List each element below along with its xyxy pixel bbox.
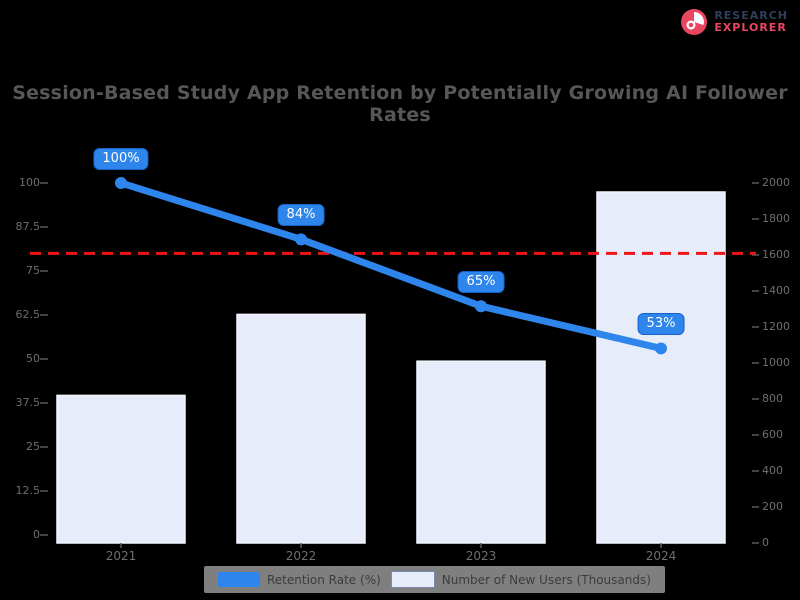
left-axis-tick: 87.5 <box>15 220 41 233</box>
left-axis-tick: 75 <box>26 264 40 277</box>
brand-name-line1: RESEARCH <box>714 9 788 23</box>
chart-title: Session-Based Study App Retention by Pot… <box>12 82 788 126</box>
left-axis-tick: 37.5 <box>15 396 41 409</box>
point-label-2022: 84% <box>277 204 325 227</box>
data-point-2023 <box>475 300 487 313</box>
right-axis-tick: 2000 <box>762 176 790 189</box>
x-axis-label-2021: 2021 <box>105 549 137 563</box>
right-axis-tick: 1600 <box>762 248 790 261</box>
bar-2021 <box>56 394 186 544</box>
legend: Retention Rate (%) Number of New Users (… <box>204 566 665 593</box>
right-axis-tick: 1400 <box>762 284 790 297</box>
x-axis-label-2022: 2022 <box>285 549 317 563</box>
retention-line <box>117 179 665 352</box>
right-axis-tick: 400 <box>762 464 783 477</box>
left-axis-tick: 25 <box>26 440 40 453</box>
right-axis-tick: 1800 <box>762 212 790 225</box>
right-axis-tick: 0 <box>762 536 769 549</box>
left-axis-tick: 62.5 <box>15 308 41 321</box>
left-axis-tick: 100 <box>19 176 40 189</box>
data-point-2024 <box>655 342 667 355</box>
brand-logo: RESEARCH EXPLORER <box>680 8 788 36</box>
legend-label-bar: Number of New Users (Thousands) <box>441 572 651 587</box>
bar-2022 <box>236 313 366 544</box>
right-axis-tick: 600 <box>762 428 783 441</box>
pie-chart-icon <box>680 8 708 36</box>
left-axis-tick: 0 <box>33 528 40 541</box>
right-axis-tick: 1200 <box>762 320 790 333</box>
legend-label-line: Retention Rate (%) <box>267 572 381 587</box>
x-axis-label-2023: 2023 <box>465 549 497 563</box>
brand-name-line2: EXPLORER <box>714 21 787 34</box>
data-point-2022 <box>295 233 307 246</box>
legend-swatch-bar <box>390 571 435 588</box>
left-axis-tick: 12.5 <box>15 484 41 497</box>
point-label-2023: 65% <box>457 271 505 294</box>
bar-2024 <box>596 191 726 544</box>
legend-entry-line: Retention Rate (%) <box>218 572 381 587</box>
data-point-2021 <box>115 177 127 189</box>
x-axis-label-2024: 2024 <box>645 549 677 563</box>
legend-swatch-line <box>218 572 260 587</box>
right-axis-tick: 1000 <box>762 356 790 369</box>
right-axis-tick: 200 <box>762 500 783 513</box>
legend-entry-bar: Number of New Users (Thousands) <box>390 571 651 588</box>
point-label-2021: 100% <box>93 148 149 170</box>
bar-2023 <box>416 360 546 544</box>
left-axis-tick: 50 <box>26 352 40 365</box>
point-label-2024: 53% <box>637 313 685 336</box>
right-axis-tick: 800 <box>762 392 783 405</box>
